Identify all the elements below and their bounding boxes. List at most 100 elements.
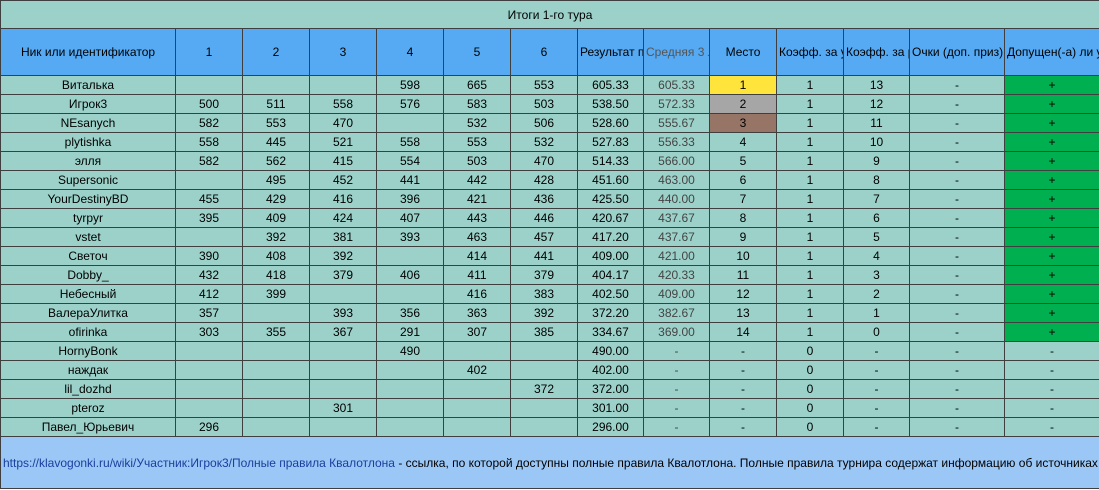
cell-nick: ofirinka — [0, 322, 176, 342]
cell-round-6: 385 — [510, 322, 578, 342]
cell-admitted: + — [1003, 208, 1099, 228]
cell-result: 420.67 — [577, 208, 644, 228]
cell-round-5: 402 — [443, 360, 511, 380]
cell-result: 425.50 — [577, 189, 644, 209]
cell-round-2: 408 — [242, 246, 310, 266]
cell-round-2: 495 — [242, 170, 310, 190]
rules-link[interactable]: https://klavogonki.ru/wiki/Участник:Игро… — [3, 455, 395, 470]
cell-round-5 — [443, 379, 511, 399]
cell-place: 12 — [709, 284, 777, 304]
table-row: plytishka 558 445 521 558 553 532 527.83 556.33 4… — [0, 132, 1099, 152]
cell-nick: Dobby_ — [0, 265, 176, 285]
cell-round-1 — [175, 75, 243, 95]
cell-round-4: 406 — [376, 265, 444, 285]
col-header-2: 2 — [242, 28, 310, 76]
cell-round-1: 357 — [175, 303, 243, 323]
cell-round-3: 470 — [309, 113, 377, 133]
cell-round-5: 363 — [443, 303, 511, 323]
footer-note: https://klavogonki.ru/wiki/Участник:Игро… — [0, 436, 1099, 489]
cell-round-1: 582 — [175, 113, 243, 133]
cell-points: - — [909, 189, 1005, 209]
cell-coef-part: 1 — [776, 75, 844, 95]
cell-round-6 — [510, 417, 578, 437]
cell-admitted: + — [1003, 113, 1099, 133]
cell-coef-part: 1 — [776, 208, 844, 228]
cell-coef-res: 12 — [843, 94, 910, 114]
table-row: Светоч 390 408 392 414 441 409.00 421.00 10 1 4- + — [0, 246, 1099, 266]
cell-result: 605.33 — [577, 75, 644, 95]
cell-coef-part: 1 — [776, 113, 844, 133]
cell-result: 528.60 — [577, 113, 644, 133]
cell-coef-part: 1 — [776, 170, 844, 190]
cell-avg: 555.67 — [643, 113, 710, 133]
cell-nick: Supersonic — [0, 170, 176, 190]
cell-avg: 409.00 — [643, 284, 710, 304]
cell-round-5: 553 — [443, 132, 511, 152]
cell-coef-part: 1 — [776, 246, 844, 266]
cell-admitted: + — [1003, 303, 1099, 323]
cell-round-1: 303 — [175, 322, 243, 342]
cell-result: 417.20 — [577, 227, 644, 247]
cell-avg: 420.33 — [643, 265, 710, 285]
cell-points: - — [909, 284, 1005, 304]
cell-place: 2 — [709, 94, 777, 114]
cell-admitted: + — [1003, 75, 1099, 95]
cell-round-2 — [242, 341, 310, 361]
cell-avg: 421.00 — [643, 246, 710, 266]
cell-result: 372.20 — [577, 303, 644, 323]
cell-coef-res: 10 — [843, 132, 910, 152]
cell-coef-res: 2 — [843, 284, 910, 304]
table-title: Итоги 1-го тура — [0, 0, 1099, 29]
cell-coef-res: 13 — [843, 75, 910, 95]
cell-nick: lil_dozhd — [0, 379, 176, 399]
table-row: Supersonic 495 452 441 442 428 451.60 463.00 6 1 8… — [0, 170, 1099, 190]
cell-avg: 440.00 — [643, 189, 710, 209]
cell-result: 404.17 — [577, 265, 644, 285]
cell-avg: - — [643, 379, 710, 399]
cell-round-5 — [443, 417, 511, 437]
cell-round-6: 436 — [510, 189, 578, 209]
cell-round-6 — [510, 360, 578, 380]
cell-nick: HornyBonk — [0, 341, 176, 361]
cell-round-6: 506 — [510, 113, 578, 133]
cell-nick: NEsanych — [0, 113, 176, 133]
cell-round-1: 395 — [175, 208, 243, 228]
cell-nick: Игрок3 — [0, 94, 176, 114]
cell-place: 7 — [709, 189, 777, 209]
cell-coef-res: - — [843, 417, 910, 437]
table-row: HornyBonk 490 490.00- -0- - - — [0, 341, 1099, 361]
cell-result: 296.00 — [577, 417, 644, 437]
table-row: lil_dozhd 372 372.00- -0- - - — [0, 379, 1099, 399]
cell-round-5: 416 — [443, 284, 511, 304]
cell-round-3: 379 — [309, 265, 377, 285]
table-row: наждак 402 402.00- -0- - - — [0, 360, 1099, 380]
cell-coef-res: 7 — [843, 189, 910, 209]
cell-round-4: 576 — [376, 94, 444, 114]
cell-coef-part: 1 — [776, 132, 844, 152]
cell-place: - — [709, 360, 777, 380]
cell-nick: Павел_Юрьевич — [0, 417, 176, 437]
cell-round-2: 418 — [242, 265, 310, 285]
col-header-place: Место — [709, 28, 777, 76]
cell-coef-part: 0 — [776, 398, 844, 418]
table-row: Игрок3 500 511 558 576 583 503 538.50 572.33 2 1 12… — [0, 94, 1099, 114]
cell-round-1: 432 — [175, 265, 243, 285]
col-header-admitted: Допущен(-а) ли участник(-ца) к турниру? — [1003, 28, 1099, 76]
cell-round-6: 441 — [510, 246, 578, 266]
footer-text: - ссылка, по которой доступны полные пра… — [398, 455, 1098, 470]
cell-round-5: 583 — [443, 94, 511, 114]
cell-round-3: 367 — [309, 322, 377, 342]
col-header-nick: Ник или идентификатор — [0, 28, 176, 76]
cell-round-4 — [376, 113, 444, 133]
cell-coef-part: 1 — [776, 284, 844, 304]
cell-nick: Виталька — [0, 75, 176, 95]
cell-round-6: 446 — [510, 208, 578, 228]
cell-round-5: 443 — [443, 208, 511, 228]
cell-round-1 — [175, 341, 243, 361]
cell-round-2 — [242, 398, 310, 418]
cell-round-3 — [309, 379, 377, 399]
cell-round-4 — [376, 398, 444, 418]
cell-round-6: 503 — [510, 94, 578, 114]
table-row: vstet 392 381 393 463 457 417.20 437.67 9 1 5- + — [0, 227, 1099, 247]
cell-result: 372.00 — [577, 379, 644, 399]
